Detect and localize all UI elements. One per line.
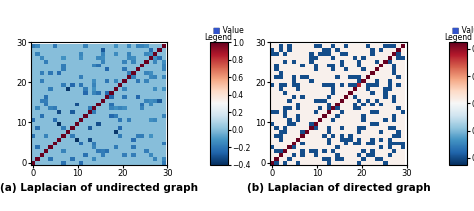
Text: ■ Value: ■ Value xyxy=(452,26,474,35)
Text: ■ Value: ■ Value xyxy=(212,26,243,35)
X-axis label: (a) Laplacian of undirected graph: (a) Laplacian of undirected graph xyxy=(0,183,198,193)
Title: Legend: Legend xyxy=(205,33,233,42)
X-axis label: (b) Laplacian of directed graph: (b) Laplacian of directed graph xyxy=(246,183,430,193)
Text: ■: ■ xyxy=(452,26,459,35)
Text: ■: ■ xyxy=(212,26,220,35)
Title: Legend: Legend xyxy=(444,33,472,42)
